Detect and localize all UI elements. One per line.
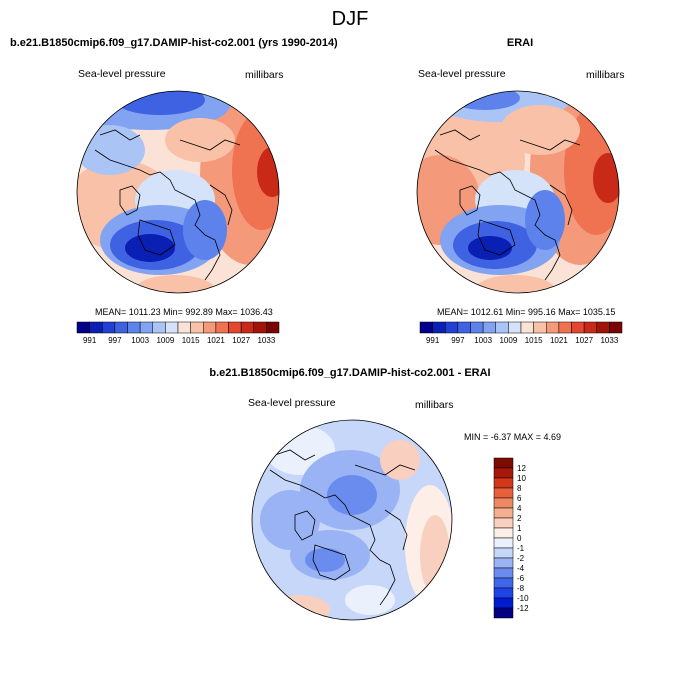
colorbar-tick-label: -12 xyxy=(517,604,529,613)
colorbar-tick-label: 991 xyxy=(83,336,97,345)
colorbar-tick-label: 1033 xyxy=(257,336,275,345)
colorbar-swatch xyxy=(493,477,514,489)
colorbar-swatch xyxy=(493,597,514,609)
model-panel-title: b.e21.B1850cmip6.f09_g17.DAMIP-hist-co2.… xyxy=(10,37,338,49)
diff-units-label: millibars xyxy=(415,399,454,411)
colorbar-tick-label: 1015 xyxy=(182,336,200,345)
obs-units-label: millibars xyxy=(586,69,625,81)
colorbar-tick-label: 4 xyxy=(517,504,522,513)
colorbar-tick-label: -1 xyxy=(517,544,525,553)
colorbar-tick-label: -10 xyxy=(517,594,529,603)
colorbar-swatch xyxy=(493,517,514,529)
diff-stats: MIN = -6.37 MAX = 4.69 xyxy=(464,432,562,442)
colorbar-tick-label: 991 xyxy=(426,336,440,345)
colorbar-tick-label: 1021 xyxy=(550,336,568,345)
diff-left-label: Sea-level pressure xyxy=(248,397,336,409)
colorbar-tick-label: -8 xyxy=(517,584,525,593)
colorbar-swatch xyxy=(493,497,514,509)
colorbar-swatch xyxy=(609,321,623,334)
colorbar-tick-label: 997 xyxy=(108,336,122,345)
colorbar-tick-label: 1009 xyxy=(156,336,174,345)
colorbar-tick-label: 1009 xyxy=(499,336,517,345)
model-left-label: Sea-level pressure xyxy=(78,68,166,80)
colorbar-swatch xyxy=(493,457,514,469)
colorbar-swatch xyxy=(493,557,514,569)
colorbar-tick-label: 1033 xyxy=(600,336,618,345)
model-stats: MEAN= 1011.23 Min= 992.89 Max= 1036.43 xyxy=(95,307,273,317)
colorbar-tick-label: -4 xyxy=(517,564,525,573)
colorbar-tick-label: 12 xyxy=(517,464,526,473)
obs-left-label: Sea-level pressure xyxy=(418,68,506,80)
colorbar-tick-label: 1027 xyxy=(232,336,250,345)
colorbar-tick-label: 1003 xyxy=(474,336,492,345)
colorbar-tick-label: 1027 xyxy=(575,336,593,345)
colorbar-tick-label: 6 xyxy=(517,494,522,503)
colorbar-tick-label: 997 xyxy=(451,336,465,345)
colorbar-swatch xyxy=(493,607,514,619)
colorbar-swatch xyxy=(493,547,514,559)
figure-title: DJF xyxy=(331,8,369,30)
colorbar-swatch xyxy=(493,537,514,549)
colorbar-swatch xyxy=(266,321,280,334)
colorbar-tick-label: 2 xyxy=(517,514,522,523)
colorbar-tick-label: -6 xyxy=(517,574,525,583)
colorbar-swatch xyxy=(493,527,514,539)
obs-stats: MEAN= 1012.61 Min= 995.16 Max= 1035.15 xyxy=(437,307,616,317)
colorbar-tick-label: 8 xyxy=(517,484,522,493)
diff-panel-title: b.e21.B1850cmip6.f09_g17.DAMIP-hist-co2.… xyxy=(209,367,491,379)
model-units-label: millibars xyxy=(245,69,284,81)
colorbar-swatch xyxy=(493,487,514,499)
colorbar-tick-label: 1 xyxy=(517,524,522,533)
colorbar-tick-label: 10 xyxy=(517,474,526,483)
colorbar-swatch xyxy=(493,467,514,479)
colorbar-swatch xyxy=(493,587,514,599)
colorbar-swatch xyxy=(493,577,514,589)
colorbar-swatch xyxy=(493,567,514,579)
colorbar-tick-label: 0 xyxy=(517,534,522,543)
obs-panel-title: ERAI xyxy=(506,37,534,49)
colorbar-tick-label: 1021 xyxy=(207,336,225,345)
colorbar-tick-label: 1003 xyxy=(131,336,149,345)
colorbar-tick-label: 1015 xyxy=(525,336,543,345)
colorbar-tick-label: -2 xyxy=(517,554,525,563)
colorbar-swatch xyxy=(493,507,514,519)
